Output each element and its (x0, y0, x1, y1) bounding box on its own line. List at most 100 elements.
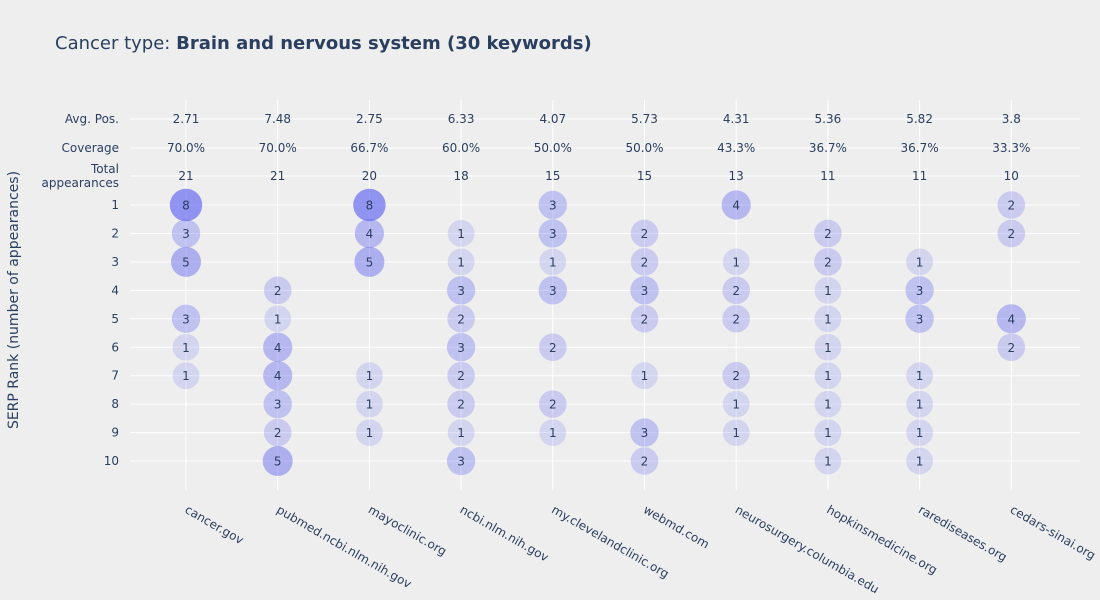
summary-value: 5.73 (631, 112, 658, 126)
data-point (814, 305, 842, 333)
data-label: 2 (457, 312, 465, 326)
y-tick-label: Total appearances (42, 162, 119, 190)
data-label: 2 (641, 255, 649, 269)
data-point (446, 446, 476, 476)
data-label: 1 (732, 426, 740, 440)
data-label: 1 (824, 398, 832, 412)
data-label: 1 (366, 426, 374, 440)
y-tick-label: 1 (111, 198, 119, 212)
data-label: 3 (549, 199, 557, 213)
summary-value: 33.3% (992, 141, 1030, 155)
data-point (447, 248, 475, 276)
data-point (262, 446, 293, 477)
data-label: 2 (457, 369, 465, 383)
y-tick-label: 4 (111, 283, 119, 297)
data-label: 3 (916, 312, 924, 326)
data-point (630, 305, 659, 333)
summary-value: 3.8 (1002, 112, 1021, 126)
data-point (538, 190, 567, 220)
summary-value: 4.07 (539, 112, 566, 126)
y-tick-label: 10 (104, 454, 119, 468)
data-label: 3 (641, 426, 649, 440)
data-point (814, 219, 842, 248)
data-point (539, 390, 567, 418)
data-label: 3 (549, 284, 557, 298)
data-point (446, 276, 476, 305)
x-tick-label: rarediseases.org (916, 502, 1009, 564)
data-point (447, 305, 475, 333)
data-label: 1 (182, 369, 190, 383)
y-tick-label: Avg. Pos. (65, 112, 119, 126)
data-label: 8 (182, 199, 190, 213)
summary-value: 10 (1004, 169, 1019, 183)
data-label: 5 (366, 255, 374, 269)
data-label: 1 (824, 369, 832, 383)
data-point (814, 276, 842, 304)
data-label: 1 (641, 369, 649, 383)
y-tick-label: 6 (111, 340, 119, 354)
title-prefix: Cancer type: (55, 33, 177, 54)
data-label: 1 (366, 398, 374, 412)
x-tick-label: neurosurgery.columbia.edu (733, 502, 882, 596)
data-label: 2 (824, 227, 832, 241)
y-tick-label: 7 (111, 369, 119, 383)
summary-value: 21 (178, 169, 193, 183)
data-label: 1 (457, 426, 465, 440)
summary-value: 60.0% (442, 141, 480, 155)
data-label: 4 (274, 341, 282, 355)
data-point (447, 220, 475, 247)
x-tick-label: webmd.com (641, 502, 712, 551)
data-label: 2 (732, 369, 740, 383)
summary-value: 6.33 (448, 112, 475, 126)
data-point (814, 248, 842, 276)
summary-value: 15 (637, 169, 652, 183)
data-point (169, 188, 203, 222)
y-tick-label: 8 (111, 397, 119, 411)
summary-value: 18 (453, 169, 468, 183)
data-label: 2 (274, 284, 282, 298)
data-label: 3 (182, 312, 190, 326)
data-label: 2 (1007, 227, 1015, 241)
summary-value: 36.7% (901, 141, 939, 155)
x-tick-label: ncbi.nlm.nih.gov (458, 502, 551, 564)
data-label: 1 (274, 312, 282, 326)
data-point (905, 276, 934, 305)
y-tick-label: Coverage (62, 141, 120, 155)
data-point (356, 362, 383, 390)
summary-value: 5.36 (815, 112, 842, 126)
data-point (539, 248, 567, 276)
data-label: 1 (916, 455, 924, 469)
data-point (172, 333, 200, 361)
data-point (814, 362, 842, 390)
data-point (171, 219, 201, 248)
data-label: 2 (732, 312, 740, 326)
data-point (539, 419, 567, 446)
data-point (356, 390, 383, 418)
data-point (353, 188, 386, 222)
data-label: 1 (824, 312, 832, 326)
data-point (630, 276, 659, 305)
data-point (906, 362, 933, 390)
data-label: 1 (732, 255, 740, 269)
data-label: 1 (732, 398, 740, 412)
data-point (263, 389, 292, 419)
data-label: 3 (182, 227, 190, 241)
data-point (630, 219, 659, 248)
data-label: 1 (824, 284, 832, 298)
data-label: 3 (457, 284, 465, 298)
data-point (446, 333, 476, 362)
data-label: 2 (732, 284, 740, 298)
data-point (354, 246, 385, 277)
data-point (539, 333, 567, 362)
data-point (630, 418, 659, 447)
data-label: 1 (366, 369, 374, 383)
data-label: 2 (1007, 341, 1015, 355)
summary-value: 13 (729, 169, 744, 183)
data-point (814, 333, 842, 361)
y-tick-label: 2 (111, 226, 119, 240)
data-label: 2 (274, 426, 282, 440)
data-point (263, 276, 292, 305)
summary-value: 70.0% (259, 141, 297, 155)
data-label: 1 (916, 398, 924, 412)
